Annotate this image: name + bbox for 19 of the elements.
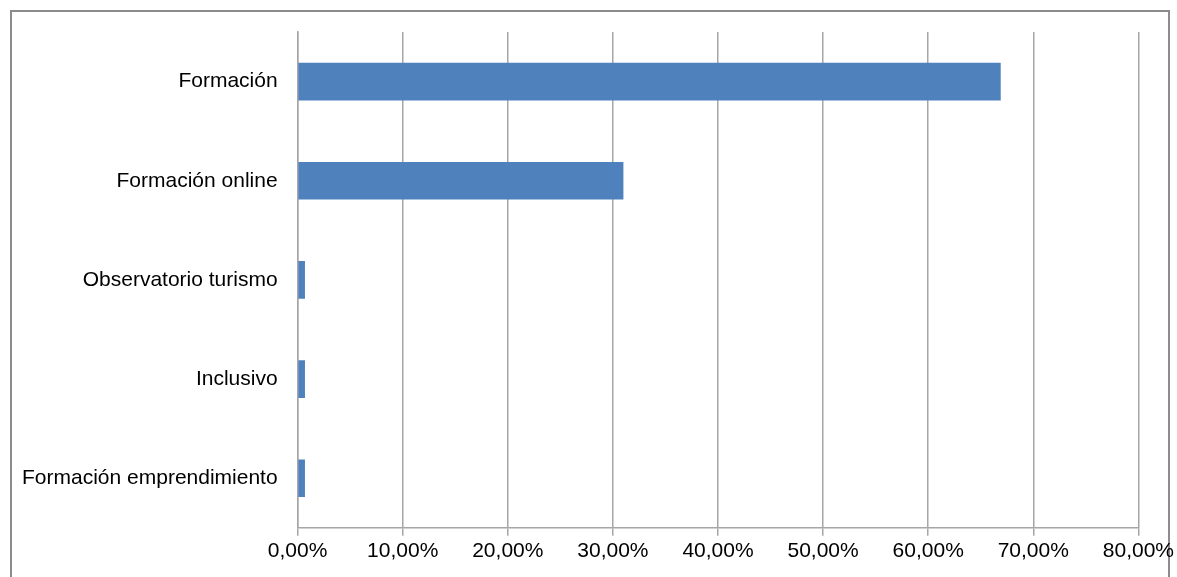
x-tick-label: 30,00% — [577, 538, 649, 562]
bar — [298, 261, 305, 299]
x-tick-label: 70,00% — [997, 538, 1069, 562]
x-tick-label: 0,00% — [267, 538, 328, 562]
bar — [298, 161, 624, 200]
x-tick-label: 40,00% — [682, 538, 754, 562]
y-tick-label: Formación emprendimiento — [22, 465, 278, 489]
bar — [298, 62, 1001, 101]
x-tick-label: 50,00% — [787, 538, 859, 562]
x-tick-label: 60,00% — [892, 538, 964, 562]
bar — [298, 459, 305, 498]
x-tick-label: 10,00% — [367, 538, 439, 562]
bar — [298, 360, 305, 398]
x-tick-label: 20,00% — [472, 538, 544, 562]
y-tick-label: Observatorio turismo — [82, 266, 278, 290]
y-tick-label: Formación online — [116, 167, 278, 191]
x-tick-label: 80,00% — [1102, 538, 1175, 562]
y-tick-label: Inclusivo — [195, 365, 278, 389]
y-tick-label: Formación — [178, 68, 278, 92]
